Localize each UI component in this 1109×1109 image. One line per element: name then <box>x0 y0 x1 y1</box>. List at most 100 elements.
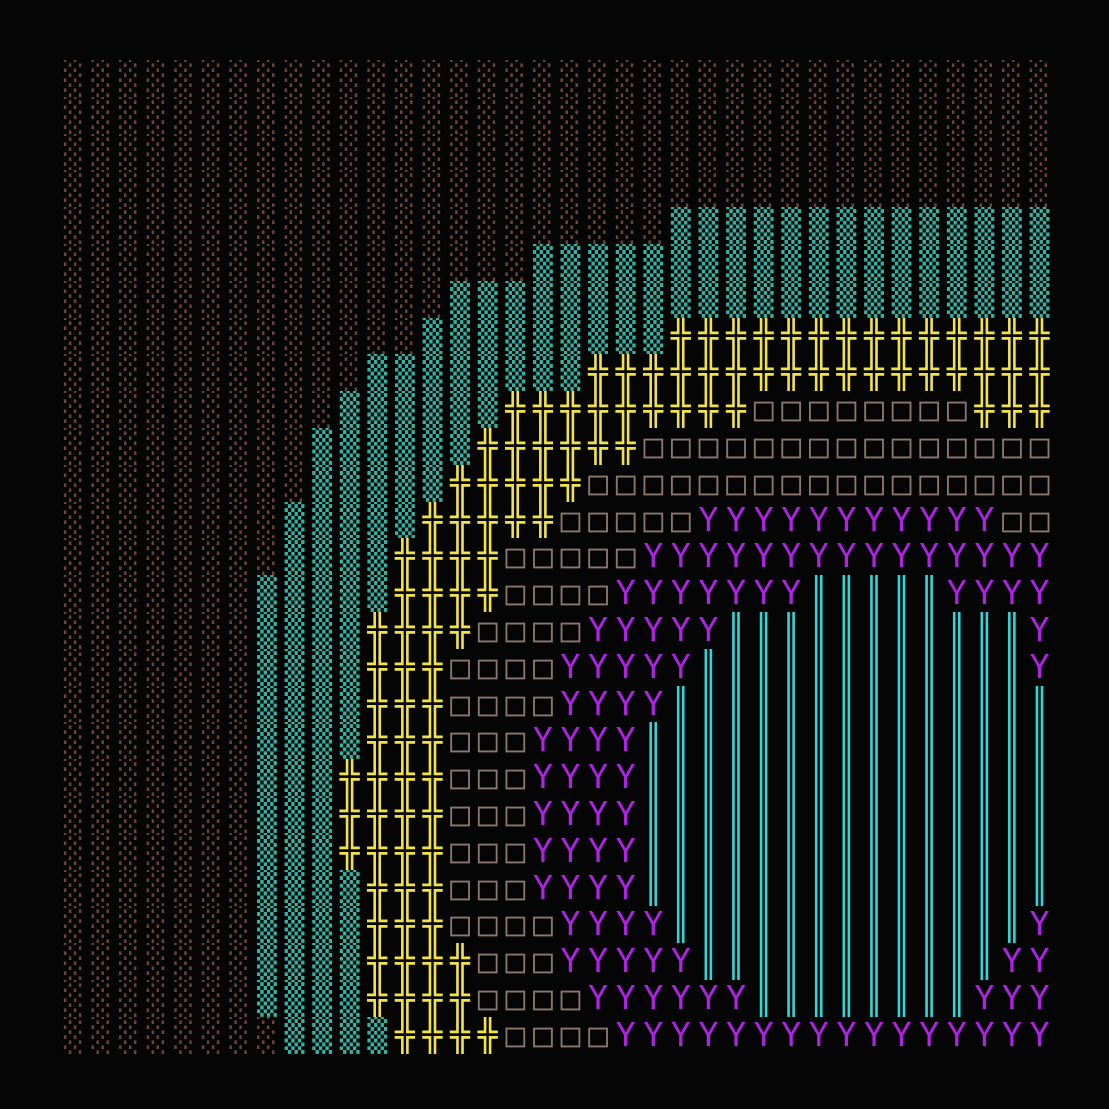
cell: □ <box>753 464 774 502</box>
cell: ▒ <box>781 207 802 244</box>
grid-row: ░ ░ ░ ░ ░ ░ ░ ░ ░ ░ ░ ░ ░ ░ ░ ░ ░ ▒ ▒ ▒ ▒ ▒ ▒ ▒ ▒ ▒ ▒ ▒ ▒ ▒ ▒ ▒ ▒ ▒ ▒ ▒ <box>60 244 1054 281</box>
cell: ░ <box>367 60 388 97</box>
cell: ▒ <box>505 354 526 392</box>
cell: ░ <box>450 60 471 97</box>
cell: ░ <box>174 280 195 318</box>
cell: ║ <box>781 648 802 686</box>
cell: ╬ <box>477 1016 498 1054</box>
cell: ╬ <box>422 722 443 760</box>
cell: ░ <box>339 207 360 244</box>
cell: ▒ <box>726 243 746 281</box>
cell: ░ <box>394 317 415 355</box>
grid-row: ░ ░ ░ ░ ░ ░ ░ ▒ ▒ ▒ ▒ ╬ ╬ ╬ □ □ □ □ Y Y Y Y ║ ║ ║ ║ ║ ║ ║ ║ ║ ║ ║ ║ ║ Y <box>60 906 1054 943</box>
cell: ░ <box>63 464 84 502</box>
cell: ░ <box>615 96 636 134</box>
cell: ░ <box>229 611 250 649</box>
cell: ░ <box>257 207 277 244</box>
cell: □ <box>891 464 912 502</box>
cell: ░ <box>229 391 250 428</box>
cell: Y <box>808 538 829 576</box>
cell: ▒ <box>1002 207 1022 244</box>
cell: ║ <box>864 979 884 1017</box>
cell: ░ <box>63 906 84 944</box>
cell: □ <box>505 795 526 833</box>
cell: ░ <box>836 60 857 97</box>
cell: ░ <box>201 1016 222 1054</box>
cell: ░ <box>229 207 250 244</box>
cell: ║ <box>643 869 664 907</box>
cell: ║ <box>946 979 967 1017</box>
cell: Y <box>808 501 829 539</box>
cell: ║ <box>919 722 940 760</box>
cell: ░ <box>450 96 471 134</box>
cell: ║ <box>974 869 995 907</box>
cell: ▒ <box>394 464 415 502</box>
cell: □ <box>450 906 471 944</box>
cell: ╬ <box>532 391 553 428</box>
cell: Y <box>560 722 581 760</box>
cell: ░ <box>174 170 195 208</box>
cell: ╬ <box>450 1016 471 1054</box>
cell: ░ <box>505 133 526 171</box>
cell: Y <box>643 538 664 576</box>
cell: ║ <box>891 648 912 686</box>
cell: ▒ <box>339 979 360 1017</box>
cell: ▒ <box>615 280 636 318</box>
cell: ░ <box>146 685 167 723</box>
cell: ░ <box>146 538 167 576</box>
cell: ║ <box>864 906 884 944</box>
cell: Y <box>891 538 912 576</box>
cell: ╬ <box>422 611 443 649</box>
cell: ╬ <box>615 427 636 465</box>
cell: ░ <box>312 317 333 355</box>
cell: ░ <box>229 759 250 796</box>
cell: ░ <box>560 170 581 208</box>
grid-row: ░ ░ ░ ░ ░ ░ ░ ░ ▒ ▒ ▒ ▒ ▒ ╬ ╬ ╬ ╬ ╬ □ □ □ □ □ Y Y Y Y Y Y Y Y Y Y Y □ □ <box>60 502 1054 539</box>
cell: ║ <box>836 685 857 723</box>
cell: □ <box>698 464 719 502</box>
grid-row: ░ ░ ░ ░ ░ ░ ░ ▒ ▒ ▒ ▒ ╬ ╬ ╬ ╬ □ □ □ □ Y Y Y Y Y Y ║ ║ ║ ║ ║ ║ ║ ║ Y Y Y <box>60 980 1054 1017</box>
grid-row: ░ ░ ░ ░ ░ ░ ░ ▒ ▒ ▒ ▒ ▒ ╬ ╬ ╬ ╬ □ □ □ □ Y Y Y Y Y Y Y ║ ║ ║ ║ ║ Y Y Y Y <box>60 575 1054 612</box>
cell: ░ <box>119 243 139 281</box>
cell: Y <box>670 943 691 980</box>
cell: ▒ <box>422 427 443 465</box>
cell: ╬ <box>946 354 967 392</box>
cell: Y <box>532 869 553 907</box>
cell: ░ <box>63 60 84 97</box>
cell: ░ <box>63 354 84 392</box>
cell: ░ <box>201 464 222 502</box>
cell: ░ <box>339 170 360 208</box>
cell: ░ <box>201 133 222 171</box>
cell: □ <box>560 611 581 649</box>
cell: ░ <box>91 943 112 980</box>
cell: Y <box>532 722 553 760</box>
cell: ░ <box>119 538 139 576</box>
cell: □ <box>1029 501 1050 539</box>
cell: □ <box>450 759 471 796</box>
cell: ░ <box>312 354 333 392</box>
cell: ░ <box>1029 60 1050 97</box>
cell: ▒ <box>339 869 360 907</box>
cell: □ <box>588 575 609 612</box>
cell: ║ <box>808 685 829 723</box>
cell: ╬ <box>422 906 443 944</box>
cell: ╬ <box>367 611 388 649</box>
cell: ║ <box>1029 759 1050 796</box>
cell: ░ <box>174 795 195 833</box>
cell: Y <box>864 1016 884 1054</box>
cell: ░ <box>422 243 443 281</box>
cell: ╬ <box>367 759 388 796</box>
grid-row: ░ ░ ░ ░ ░ ░ ░ ░ ▒ ▒ ▒ ▒ ╬ ╬ ╬ ╬ □ □ □ □ Y Y Y Y Y Y Y Y Y Y Y Y Y Y Y Y <box>60 1017 1054 1054</box>
cell: ║ <box>974 832 995 870</box>
cell: ░ <box>974 133 995 171</box>
cell: ▒ <box>864 243 884 281</box>
cell: ░ <box>91 243 112 281</box>
grid-row: ░ ░ ░ ░ ░ ░ ░ ░ ░ ░ ░ ░ ░ ░ ▒ ▒ ▒ ▒ ▒ ▒ ▒ ▒ ▒ ▒ ▒ ▒ ▒ ▒ ▒ ▒ ▒ ▒ ▒ ▒ ▒ ▒ <box>60 281 1054 318</box>
cell: ░ <box>643 60 664 97</box>
cell: ║ <box>753 795 774 833</box>
cell: ╬ <box>422 832 443 870</box>
cell: ░ <box>257 133 277 171</box>
cell: Y <box>919 538 940 576</box>
cell: ░ <box>615 133 636 171</box>
cell: ║ <box>864 575 884 612</box>
